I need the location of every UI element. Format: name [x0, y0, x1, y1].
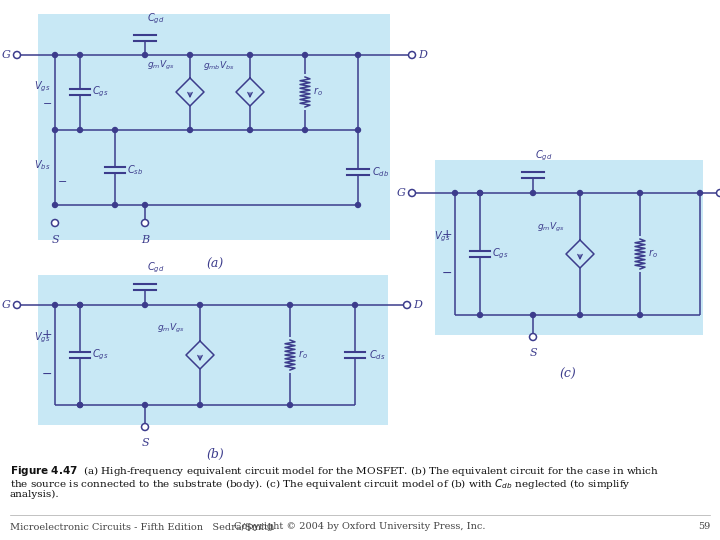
- Text: $C_{gd}$: $C_{gd}$: [147, 261, 164, 275]
- Circle shape: [143, 302, 148, 307]
- Text: $-$: $-$: [41, 367, 52, 380]
- Circle shape: [452, 191, 457, 195]
- Circle shape: [143, 202, 148, 207]
- Circle shape: [477, 191, 482, 195]
- Circle shape: [78, 302, 83, 307]
- Text: S: S: [51, 235, 59, 245]
- Text: $V_{bs}$: $V_{bs}$: [34, 158, 50, 172]
- Text: $C_{db}$: $C_{db}$: [372, 165, 389, 179]
- Circle shape: [112, 127, 117, 132]
- Bar: [38, 275, 388, 425]
- Circle shape: [143, 52, 148, 57]
- Circle shape: [716, 190, 720, 197]
- Circle shape: [197, 302, 202, 307]
- Circle shape: [287, 402, 292, 408]
- Circle shape: [403, 301, 410, 308]
- Circle shape: [14, 51, 20, 58]
- Text: $g_m V_{gs}$: $g_m V_{gs}$: [156, 322, 184, 335]
- Circle shape: [287, 302, 292, 307]
- Circle shape: [78, 127, 83, 132]
- Text: Copyright © 2004 by Oxford University Press, Inc.: Copyright © 2004 by Oxford University Pr…: [234, 522, 486, 531]
- Circle shape: [637, 191, 642, 195]
- Text: S: S: [529, 348, 537, 358]
- Circle shape: [302, 127, 307, 132]
- Text: $C_{sb}$: $C_{sb}$: [127, 163, 143, 177]
- Text: $\mathbf{Figure\ 4.47}$  (a) High-frequency equivalent circuit model for the MOS: $\mathbf{Figure\ 4.47}$ (a) High-frequen…: [10, 464, 659, 478]
- Text: $C_{gd}$: $C_{gd}$: [147, 11, 164, 26]
- Circle shape: [356, 52, 361, 57]
- Text: $C_{gs}$: $C_{gs}$: [92, 85, 109, 99]
- Text: $V_{gs}$: $V_{gs}$: [433, 230, 450, 244]
- Text: G: G: [397, 188, 406, 198]
- Text: (b): (b): [206, 448, 224, 461]
- Circle shape: [356, 127, 361, 132]
- Text: (c): (c): [559, 368, 577, 381]
- Circle shape: [53, 127, 58, 132]
- Text: Microelectronic Circuits - Fifth Edition   Sedra/Smith: Microelectronic Circuits - Fifth Edition…: [10, 522, 274, 531]
- Circle shape: [78, 302, 83, 307]
- Circle shape: [78, 402, 83, 408]
- Circle shape: [53, 202, 58, 207]
- Circle shape: [142, 423, 148, 430]
- Circle shape: [353, 302, 358, 307]
- Circle shape: [52, 219, 58, 226]
- Circle shape: [531, 313, 536, 318]
- Circle shape: [302, 52, 307, 57]
- Text: $C_{gd}$: $C_{gd}$: [535, 148, 552, 163]
- Circle shape: [78, 402, 83, 408]
- Text: $g_m V_{gs}$: $g_m V_{gs}$: [536, 221, 564, 234]
- Circle shape: [529, 334, 536, 341]
- Circle shape: [531, 191, 536, 195]
- Bar: [435, 160, 703, 335]
- Text: G: G: [2, 50, 11, 60]
- Circle shape: [143, 402, 148, 408]
- Text: B: B: [141, 235, 149, 245]
- Circle shape: [248, 127, 253, 132]
- Circle shape: [112, 202, 117, 207]
- Text: $-$: $-$: [57, 175, 67, 185]
- Text: $C_{gs}$: $C_{gs}$: [492, 247, 508, 261]
- Circle shape: [53, 302, 58, 307]
- Circle shape: [477, 191, 482, 195]
- Text: D: D: [413, 300, 422, 310]
- Text: +: +: [441, 227, 452, 240]
- Circle shape: [637, 313, 642, 318]
- Circle shape: [477, 313, 482, 318]
- Circle shape: [577, 191, 582, 195]
- Text: $r_o$: $r_o$: [648, 248, 658, 260]
- Text: $V_{gs}$: $V_{gs}$: [34, 330, 50, 345]
- Text: S: S: [141, 438, 149, 448]
- Circle shape: [197, 402, 202, 408]
- Text: (a): (a): [207, 258, 224, 271]
- Text: $r_o$: $r_o$: [313, 86, 323, 98]
- Circle shape: [53, 52, 58, 57]
- Text: $C_{ds}$: $C_{ds}$: [369, 348, 385, 362]
- Bar: [38, 14, 390, 240]
- Circle shape: [577, 313, 582, 318]
- Circle shape: [408, 51, 415, 58]
- Circle shape: [187, 127, 192, 132]
- Circle shape: [187, 52, 192, 57]
- Text: $-$: $-$: [42, 97, 52, 107]
- Text: the source is connected to the substrate (body). (c) The equivalent circuit mode: the source is connected to the substrate…: [10, 477, 631, 491]
- Circle shape: [698, 191, 703, 195]
- Circle shape: [14, 301, 20, 308]
- Text: $g_{mb}V_{bs}$: $g_{mb}V_{bs}$: [202, 59, 234, 72]
- Text: $r_o$: $r_o$: [298, 349, 308, 361]
- Text: $-$: $-$: [441, 266, 452, 279]
- Circle shape: [356, 202, 361, 207]
- Text: 59: 59: [698, 522, 710, 531]
- Circle shape: [408, 190, 415, 197]
- Circle shape: [78, 52, 83, 57]
- Circle shape: [142, 219, 148, 226]
- Text: $V_{gs}$: $V_{gs}$: [34, 79, 50, 94]
- Text: analysis).: analysis).: [10, 490, 60, 499]
- Text: $g_m V_{gs}$: $g_m V_{gs}$: [147, 59, 174, 72]
- Circle shape: [248, 52, 253, 57]
- Text: D: D: [418, 50, 427, 60]
- Text: $C_{gs}$: $C_{gs}$: [92, 348, 109, 362]
- Text: G: G: [2, 300, 11, 310]
- Text: +: +: [41, 328, 52, 341]
